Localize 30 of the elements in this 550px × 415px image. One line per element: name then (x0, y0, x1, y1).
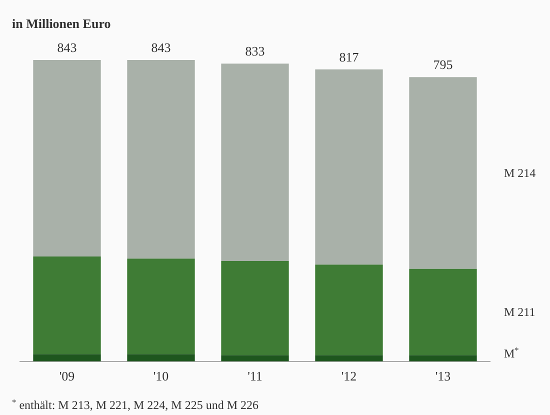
bar (409, 77, 477, 269)
annotation: 843 (57, 40, 77, 55)
text: M 211 (504, 304, 536, 319)
text: * enthält: M 213, M 221, M 224, M 225 und M 226 (12, 398, 259, 412)
annotation: 817 (339, 49, 360, 64)
x-tick-label: '11 (248, 368, 262, 384)
chart-title: in Millionen Euro (12, 16, 111, 31)
annotation: 833 (245, 44, 265, 59)
annotation: 843 (151, 40, 171, 55)
bar (221, 64, 289, 262)
bar (315, 69, 383, 265)
bar (127, 60, 195, 259)
bar (33, 354, 101, 362)
bar (127, 354, 195, 362)
bar (33, 60, 101, 257)
text: M* (504, 346, 519, 360)
bar (409, 268, 477, 356)
x-tick-label: '09 (59, 368, 75, 384)
bar (33, 256, 101, 354)
x-tick-label: '10 (153, 368, 169, 384)
bar (409, 355, 477, 362)
bar (315, 264, 383, 356)
bar (315, 355, 383, 362)
annotation: 795 (433, 57, 453, 72)
x-tick-label: '12 (341, 368, 357, 384)
bar (127, 258, 195, 354)
bar (221, 261, 289, 356)
x-tick-label: '13 (435, 368, 451, 384)
text: M 214 (504, 166, 536, 180)
bar (221, 355, 289, 362)
